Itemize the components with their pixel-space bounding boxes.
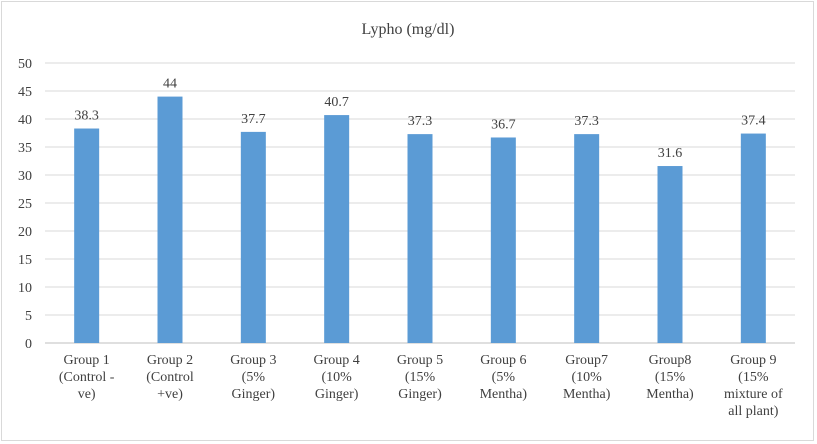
y-tick-label: 35 bbox=[18, 141, 32, 156]
y-tick-label: 25 bbox=[18, 197, 32, 212]
data-label: 44 bbox=[163, 77, 177, 92]
bar bbox=[657, 166, 683, 343]
data-label: 40.7 bbox=[324, 95, 349, 110]
x-category-line: (Control - bbox=[59, 370, 115, 385]
x-category-line: Group 9 bbox=[730, 353, 776, 368]
bars bbox=[74, 96, 766, 343]
x-category-line: mixture of bbox=[724, 387, 783, 402]
x-category-line: (10% bbox=[322, 370, 353, 385]
x-category-label: Group 4 (10% Ginger) bbox=[314, 353, 360, 402]
x-category-line: (Control bbox=[146, 370, 194, 385]
x-category-label: Group 3 (5% Ginger) bbox=[230, 353, 276, 402]
x-category-line: Group 1 bbox=[64, 353, 110, 368]
x-category-label: Group 1 (Control - ve) bbox=[59, 353, 115, 402]
bar bbox=[740, 133, 766, 343]
data-label: 37.3 bbox=[574, 114, 599, 129]
x-category-line: (10% bbox=[572, 370, 603, 385]
data-label: 37.7 bbox=[241, 112, 266, 127]
x-category-line: Group 5 bbox=[397, 353, 443, 368]
x-category-line: all plant) bbox=[728, 404, 778, 419]
x-category-line: Group 6 bbox=[480, 353, 526, 368]
x-category-line: Ginger) bbox=[315, 387, 359, 402]
x-category-line: (15% bbox=[738, 370, 769, 385]
x-category-line: Ginger) bbox=[398, 387, 442, 402]
x-category-line: Group7 bbox=[565, 353, 608, 368]
data-label: 38.3 bbox=[74, 109, 99, 124]
x-category-line: Group 2 bbox=[147, 353, 193, 368]
bar bbox=[240, 131, 266, 343]
x-category-line: Group 4 bbox=[314, 353, 360, 368]
x-axis-categories: Group 1 (Control -ve)Group 2 (Control +ve)G… bbox=[59, 353, 783, 419]
x-category-label: Group 2 (Control +ve) bbox=[146, 353, 194, 402]
x-category-line: Group 3 bbox=[230, 353, 276, 368]
x-category-line: Mentha) bbox=[646, 387, 694, 402]
x-category-line: (5% bbox=[492, 370, 516, 385]
bar bbox=[157, 96, 183, 343]
y-tick-label: 45 bbox=[18, 85, 32, 100]
x-category-label: Group8 (15% Mentha) bbox=[646, 353, 694, 402]
y-tick-label: 10 bbox=[18, 281, 32, 296]
data-label: 37.4 bbox=[741, 114, 766, 129]
x-category-line: Mentha) bbox=[480, 387, 528, 402]
data-label: 37.3 bbox=[408, 114, 433, 129]
x-category-line: (15% bbox=[405, 370, 436, 385]
x-category-label: Group 5 (15% Ginger) bbox=[397, 353, 443, 402]
y-tick-label: 50 bbox=[18, 57, 32, 72]
bar bbox=[407, 134, 433, 343]
bar bbox=[574, 134, 600, 343]
data-label: 36.7 bbox=[491, 117, 516, 132]
data-label: 31.6 bbox=[658, 146, 683, 161]
x-category-line: (5% bbox=[242, 370, 266, 385]
y-tick-label: 5 bbox=[25, 309, 32, 324]
x-category-line: ve) bbox=[78, 387, 96, 402]
y-tick-label: 20 bbox=[18, 225, 32, 240]
y-tick-label: 15 bbox=[18, 253, 32, 268]
chart-title: Lypho (mg/dl) bbox=[362, 21, 455, 38]
y-axis-ticks: 0 5 10 15 20 25 30 35 40 45 50 bbox=[18, 57, 32, 352]
y-tick-label: 30 bbox=[18, 169, 32, 184]
x-category-line: (15% bbox=[655, 370, 686, 385]
bar bbox=[324, 115, 350, 343]
x-category-label: Group7 (10% Mentha) bbox=[563, 353, 611, 402]
x-category-line: Ginger) bbox=[232, 387, 276, 402]
bar bbox=[74, 128, 100, 343]
x-category-label: Group 9 (15% mixture of all plant) bbox=[724, 353, 783, 419]
bar bbox=[490, 137, 516, 343]
x-category-line: Mentha) bbox=[563, 387, 611, 402]
x-category-line: Group8 bbox=[649, 353, 692, 368]
y-tick-label: 0 bbox=[25, 337, 32, 352]
y-tick-label: 40 bbox=[18, 113, 32, 128]
x-category-line: +ve) bbox=[157, 387, 183, 402]
x-category-label: Group 6 (5% Mentha) bbox=[480, 353, 528, 402]
data-labels: 38.3 44 37.7 40.7 37.3 36.7 37.3 31.6 37.4 bbox=[74, 77, 765, 161]
